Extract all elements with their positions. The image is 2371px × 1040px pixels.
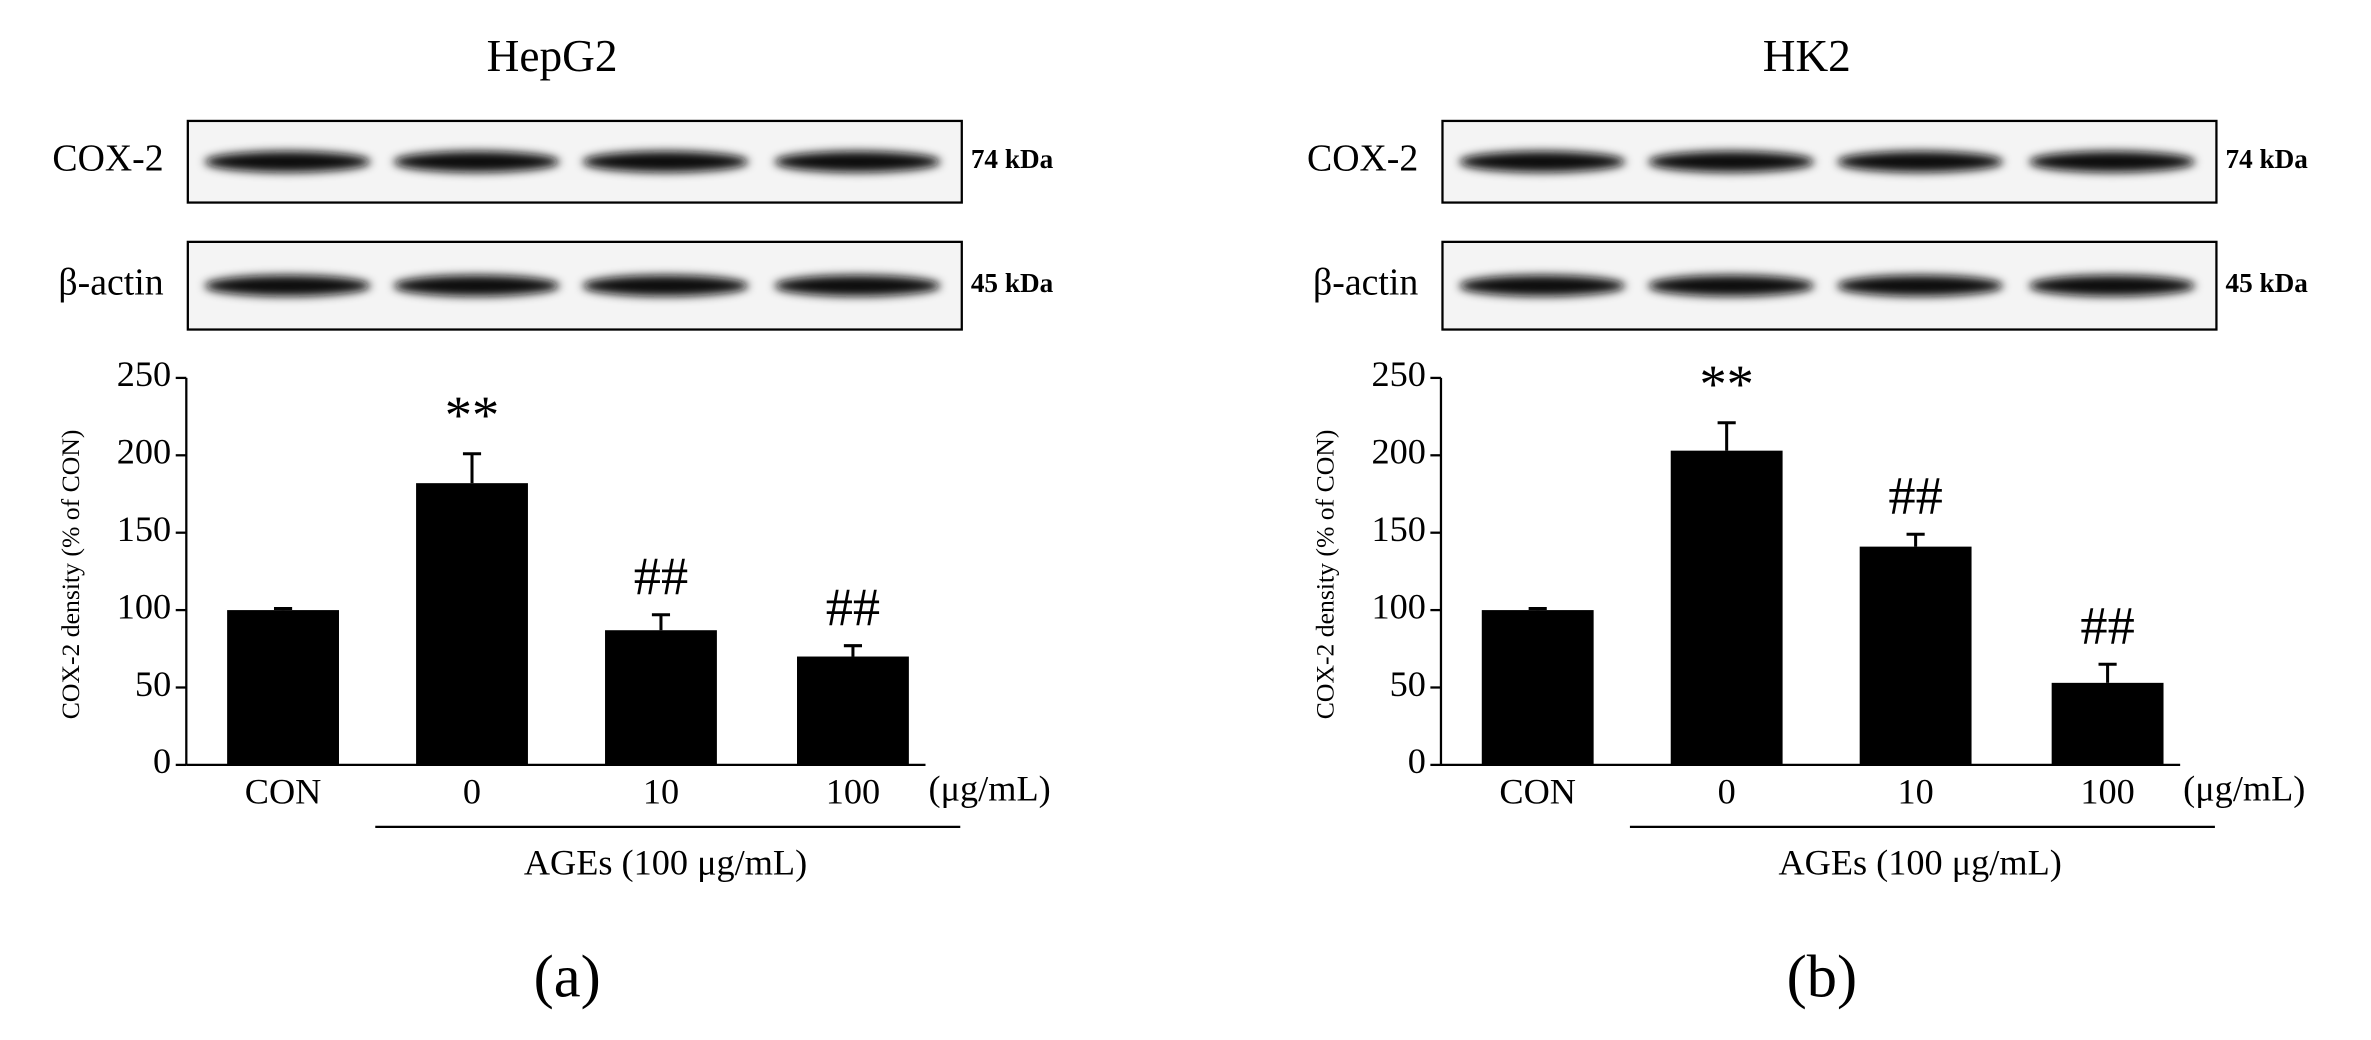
- blot-band: [1459, 275, 1626, 297]
- panel-title: HepG2: [487, 31, 618, 81]
- blot-band: [1459, 151, 1626, 173]
- y-tick-label: 50: [135, 664, 171, 704]
- y-tick-label: 150: [1371, 509, 1425, 549]
- x-tick-label: 0: [1718, 771, 1736, 811]
- blot-label: COX-2: [52, 137, 163, 179]
- y-tick-label: 250: [117, 354, 171, 394]
- bar: [416, 483, 528, 765]
- unit-label: (μg/mL): [2183, 768, 2305, 808]
- x-tick-label: 10: [643, 771, 679, 811]
- blot-band: [393, 275, 560, 297]
- blot-band: [774, 151, 941, 173]
- blot-band: [2028, 275, 2196, 297]
- y-tick-label: 0: [153, 741, 171, 781]
- blot-label: β-actin: [1313, 261, 1418, 303]
- blot-band: [2028, 151, 2196, 173]
- blot-band: [1648, 275, 1815, 297]
- group-label: AGEs (100 μg/mL): [524, 842, 807, 882]
- bar: [1670, 450, 1783, 765]
- x-tick-label: CON: [245, 771, 322, 811]
- y-tick-label: 150: [117, 509, 171, 549]
- blot-size: 45 kDa: [2226, 268, 2309, 298]
- y-tick-label: 200: [1371, 432, 1425, 472]
- blot-band: [1648, 151, 1815, 173]
- bar: [797, 656, 909, 765]
- bar: [2051, 682, 2164, 765]
- annotation: ##: [634, 546, 688, 606]
- blot-size: 74 kDa: [971, 144, 1054, 174]
- panel-title: HK2: [1763, 31, 1851, 81]
- bar: [1859, 546, 1972, 765]
- blot-size: 74 kDa: [2226, 144, 2309, 174]
- blot-band: [774, 275, 941, 297]
- blot-band: [582, 275, 749, 297]
- annotation: **: [1699, 354, 1753, 414]
- annotation: ##: [2080, 595, 2134, 655]
- blot-band: [393, 151, 560, 173]
- blot-label: COX-2: [1307, 137, 1418, 179]
- blot-label: β-actin: [58, 261, 163, 303]
- unit-label: (μg/mL): [929, 768, 1051, 808]
- annotation: ##: [826, 577, 880, 637]
- blot-band: [204, 151, 371, 173]
- y-tick-label: 0: [1408, 741, 1426, 781]
- panel-label: (b): [1787, 943, 1857, 1010]
- blot-band: [582, 151, 749, 173]
- blot-band: [1837, 275, 2004, 297]
- y-tick-label: 50: [1390, 664, 1426, 704]
- group-label: AGEs (100 μg/mL): [1778, 842, 2061, 882]
- y-tick-label: 100: [117, 586, 171, 626]
- x-tick-label: 0: [463, 771, 481, 811]
- y-axis-label: COX-2 density (% of CON): [56, 430, 85, 720]
- annotation: ##: [1888, 465, 1942, 525]
- x-tick-label: 100: [2080, 771, 2134, 811]
- bar: [1481, 610, 1594, 765]
- blot-band: [204, 275, 371, 297]
- bar: [227, 610, 339, 765]
- y-tick-label: 200: [117, 432, 171, 472]
- x-tick-label: 100: [826, 771, 880, 811]
- blot-band: [1837, 151, 2004, 173]
- panel-label: (a): [534, 943, 601, 1010]
- x-tick-label: CON: [1499, 771, 1576, 811]
- blot-size: 45 kDa: [971, 268, 1054, 298]
- y-tick-label: 100: [1371, 586, 1425, 626]
- annotation: **: [445, 385, 499, 445]
- bar: [605, 630, 717, 765]
- y-axis-label: COX-2 density (% of CON): [1310, 430, 1339, 720]
- x-tick-label: 10: [1897, 771, 1933, 811]
- y-tick-label: 250: [1371, 354, 1425, 394]
